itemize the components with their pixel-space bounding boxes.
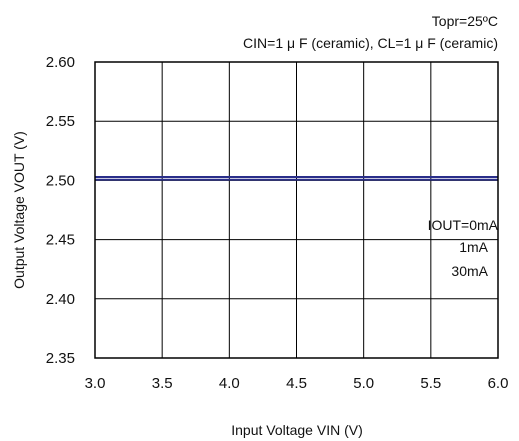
x-tick-label: 4.5 (286, 375, 307, 392)
grid (94, 61, 499, 359)
x-tick-label: 3.0 (85, 375, 106, 392)
x-tick-label: 4.0 (219, 375, 240, 392)
y-tick-label: 2.40 (46, 291, 75, 308)
condition-capacitors: CIN=1 μ F (ceramic), CL=1 μ F (ceramic) (243, 35, 498, 51)
x-tick-label: 5.0 (353, 375, 374, 392)
series-lines (95, 176, 498, 181)
plot-frame (94, 61, 499, 359)
legend-label-30ma: 30mA (451, 263, 488, 279)
x-tick-label: 5.5 (420, 375, 441, 392)
y-tick-label: 2.45 (46, 232, 75, 249)
condition-temperature: Topr=25ºC (432, 13, 498, 29)
legend: IOUT=0mA 1mA 30mA (428, 217, 499, 279)
x-tick-label: 6.0 (488, 375, 509, 392)
legend-label-1ma: 1mA (459, 239, 488, 255)
y-tick-label: 2.55 (46, 113, 75, 130)
y-tick-label: 2.50 (46, 172, 75, 189)
legend-label-0ma: IOUT=0mA (428, 217, 499, 233)
y-tick-labels: 2.60 2.55 2.50 2.45 2.40 2.35 (46, 54, 75, 367)
y-axis-label: Output Voltage VOUT (V) (11, 131, 27, 289)
x-axis-label: Input Voltage VIN (V) (231, 422, 363, 438)
y-tick-label: 2.35 (46, 350, 75, 367)
x-tick-labels: 3.0 3.5 4.0 4.5 5.0 5.5 6.0 (85, 375, 509, 392)
y-tick-label: 2.60 (46, 54, 75, 71)
x-tick-label: 3.5 (152, 375, 173, 392)
